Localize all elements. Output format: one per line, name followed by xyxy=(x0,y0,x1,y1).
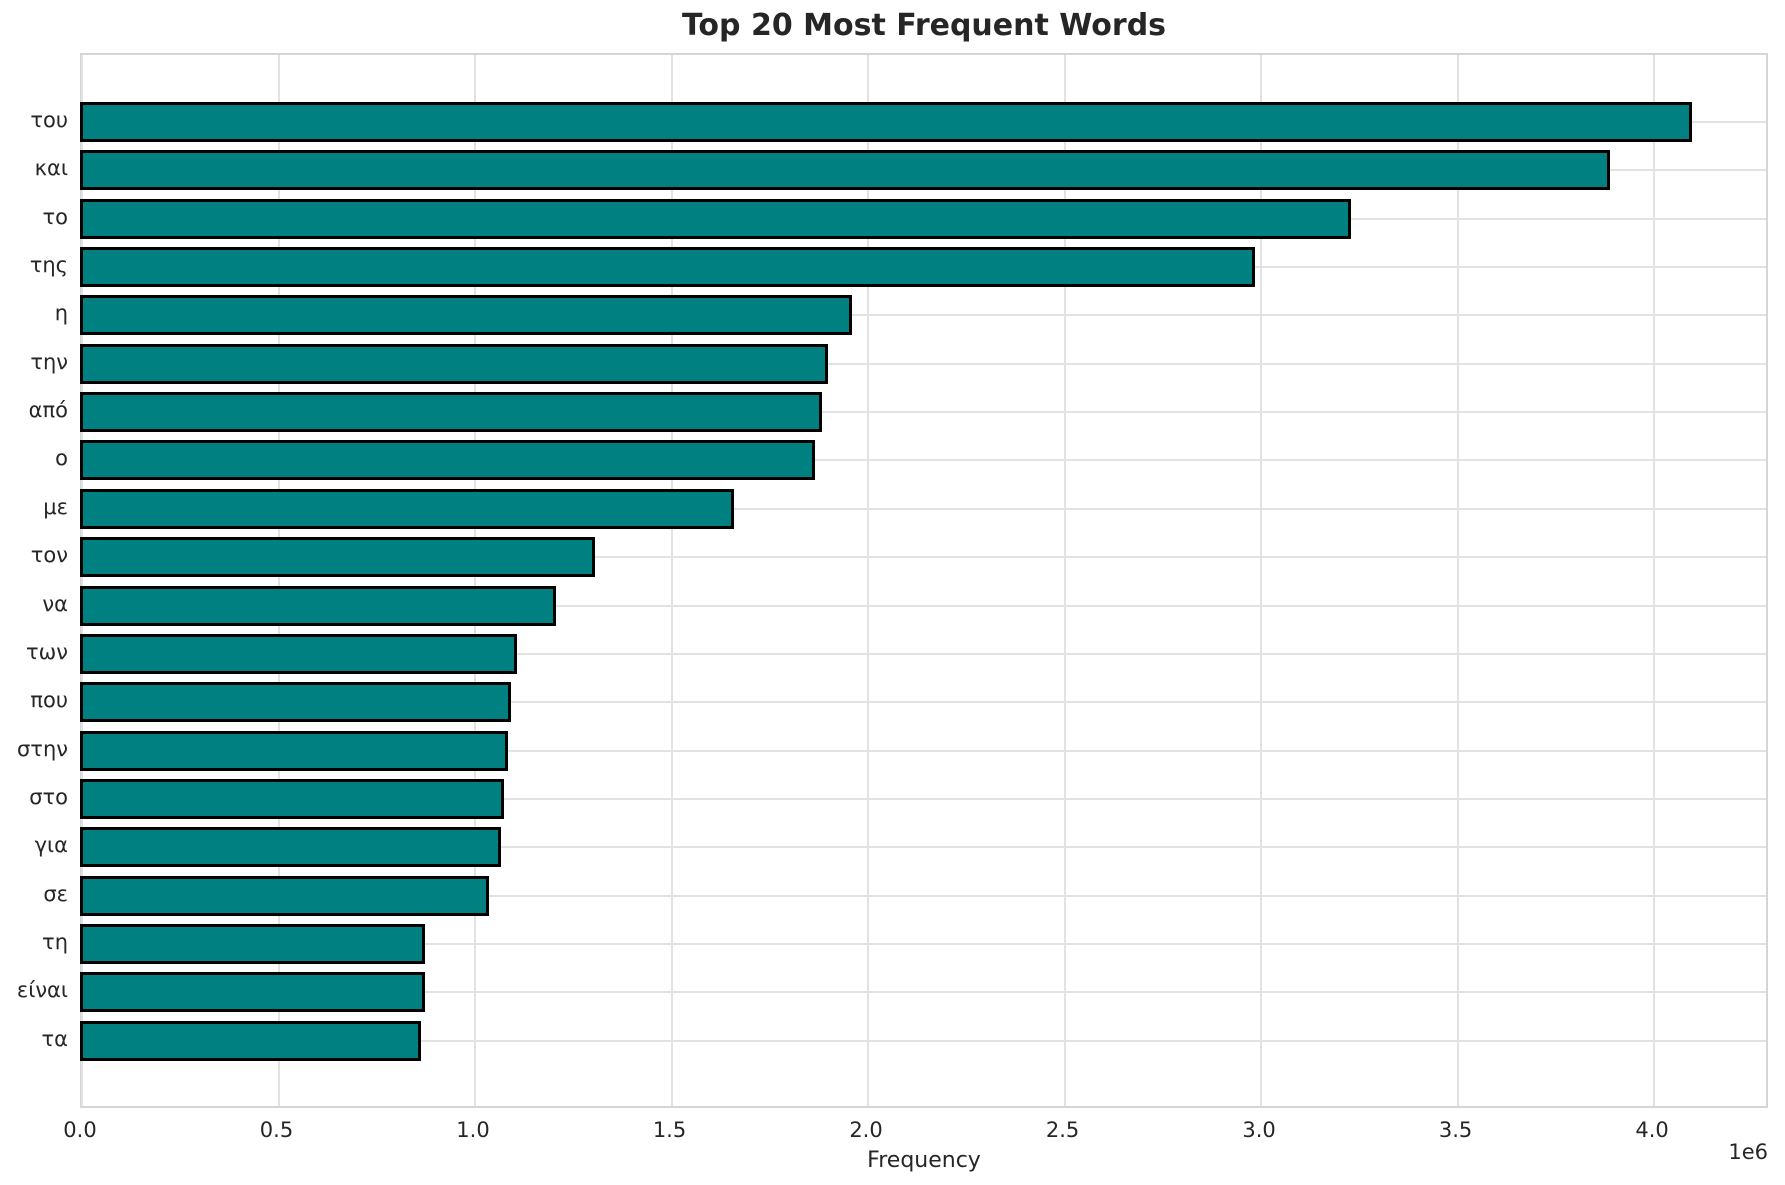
y-tick-label: σε xyxy=(43,881,68,906)
bar-του xyxy=(80,102,1692,142)
gridline-horizontal xyxy=(82,749,1766,752)
y-tick-label: για xyxy=(34,833,68,858)
y-tick-label: στην xyxy=(17,736,68,761)
gridline-horizontal xyxy=(82,846,1766,849)
chart-title: Top 20 Most Frequent Words xyxy=(681,8,1167,43)
y-tick-label: την xyxy=(30,349,68,374)
gridline-horizontal xyxy=(82,942,1766,945)
gridline-horizontal xyxy=(82,459,1766,462)
x-axis-label: Frequency xyxy=(867,1148,981,1173)
y-tick-label: τη xyxy=(42,929,68,954)
gridline-horizontal xyxy=(82,411,1766,414)
y-tick-label: στο xyxy=(29,784,68,809)
gridline-horizontal xyxy=(82,991,1766,994)
gridline-horizontal xyxy=(82,362,1766,365)
bar-με xyxy=(80,488,734,529)
gridline-horizontal xyxy=(82,652,1766,655)
gridline-vertical xyxy=(1063,55,1066,1106)
gridline-horizontal xyxy=(82,1039,1766,1042)
gridline-vertical xyxy=(277,55,280,1106)
x-tick-label: 4.0 xyxy=(1635,1118,1669,1142)
y-tick-label: ο xyxy=(55,446,68,471)
gridline-vertical xyxy=(81,55,83,1106)
x-tick-label: 0.0 xyxy=(63,1118,97,1142)
bar-στο xyxy=(80,778,504,819)
y-tick-label: που xyxy=(30,688,68,713)
y-tick-label: η xyxy=(54,301,68,326)
y-tick-label: του xyxy=(30,108,68,132)
bar-που xyxy=(80,682,511,723)
gridline-vertical xyxy=(1260,55,1263,1106)
y-tick-label: τα xyxy=(41,1026,69,1051)
plot-area xyxy=(80,53,1768,1108)
y-tick-label: των xyxy=(26,639,68,664)
bar-των xyxy=(80,633,518,674)
gridline-horizontal xyxy=(82,604,1766,607)
bar-ο xyxy=(80,440,815,481)
y-tick-label: τον xyxy=(30,543,68,568)
gridline-horizontal xyxy=(82,797,1766,800)
bar-η xyxy=(80,295,852,336)
bar-το xyxy=(80,198,1352,239)
gridline-horizontal xyxy=(82,894,1766,897)
x-tick-label: 3.5 xyxy=(1438,1118,1473,1142)
bar-από xyxy=(80,392,822,433)
gridline-horizontal xyxy=(82,507,1766,510)
y-tick-label: και xyxy=(34,156,68,181)
x-tick-label: 1.0 xyxy=(456,1118,490,1142)
gridline-vertical xyxy=(1653,55,1656,1106)
x-tick-label: 3.0 xyxy=(1242,1118,1276,1142)
gridline-horizontal xyxy=(82,701,1766,704)
bar-για xyxy=(80,827,501,868)
bar-στην xyxy=(80,730,509,771)
x-tick-label: 2.0 xyxy=(849,1118,883,1142)
bar-είναι xyxy=(80,972,425,1013)
y-tick-label: με xyxy=(43,494,68,519)
y-tick-label: να xyxy=(42,591,68,616)
bar-τον xyxy=(80,537,596,578)
bar-την xyxy=(80,343,828,384)
gridline-horizontal xyxy=(82,314,1766,317)
bar-σε xyxy=(80,875,490,916)
bar-να xyxy=(80,585,556,626)
bar-και xyxy=(80,150,1611,191)
gridline-vertical xyxy=(670,55,673,1106)
gridline-horizontal xyxy=(82,556,1766,559)
y-tick-label: το xyxy=(42,204,69,229)
bar-τα xyxy=(80,1020,421,1061)
y-tick-label: από xyxy=(28,398,68,423)
gridline-vertical xyxy=(474,55,476,1106)
x-axis-offset-label: 1e6 xyxy=(1728,1140,1768,1164)
bar-τη xyxy=(80,923,426,964)
x-tick-label: 1.5 xyxy=(652,1118,687,1142)
gridline-vertical xyxy=(867,55,870,1106)
x-tick-label: 2.5 xyxy=(1045,1118,1080,1142)
gridline-vertical xyxy=(1456,55,1459,1106)
bar-της xyxy=(80,247,1255,288)
y-tick-label: είναι xyxy=(16,978,68,1003)
y-tick-label: της xyxy=(29,253,68,278)
x-tick-label: 0.5 xyxy=(259,1118,294,1142)
